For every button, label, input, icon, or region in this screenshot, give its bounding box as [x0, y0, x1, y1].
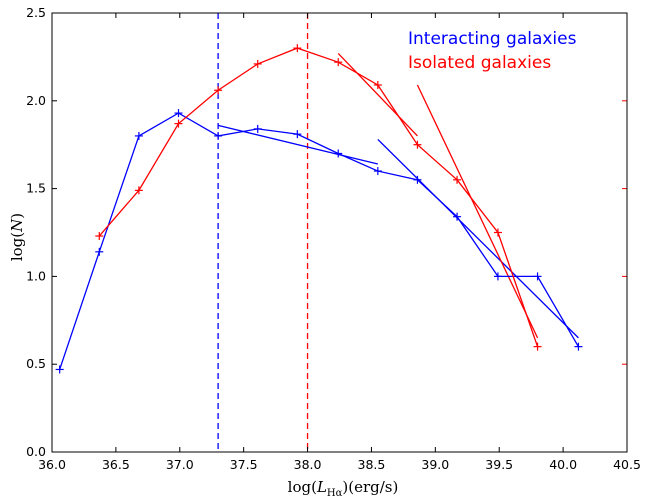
data-point — [174, 109, 183, 118]
x-tick-label: 37.0 — [166, 457, 194, 472]
plot-frame — [51, 12, 628, 453]
axis-ticks — [51, 12, 628, 453]
y-tick-label: 0.5 — [26, 356, 46, 371]
series-line — [98, 47, 539, 347]
data-point — [174, 119, 183, 128]
data-point — [134, 131, 143, 140]
fit-line — [337, 52, 418, 137]
legend-interacting: Interacting galaxies — [408, 29, 577, 49]
y-tick-label: 1.0 — [26, 268, 46, 283]
series-0 — [55, 109, 583, 374]
data-point — [574, 342, 583, 351]
data-point — [253, 59, 262, 68]
x-tick-label: 36.0 — [38, 457, 66, 472]
data-point — [533, 272, 542, 281]
y-axis-label: log(N) — [8, 213, 26, 261]
y-tick-label: 1.5 — [26, 181, 46, 196]
data-point — [334, 149, 343, 158]
data-point — [214, 131, 223, 140]
data-point — [55, 365, 64, 374]
x-tick-label: 40.0 — [549, 457, 577, 472]
reference-lines — [217, 13, 309, 452]
y-tick-label: 2.0 — [26, 93, 46, 108]
x-tick-label: 37.5 — [230, 457, 258, 472]
x-tick-label: 39.5 — [485, 457, 513, 472]
data-point — [134, 186, 143, 195]
data-point — [253, 124, 262, 133]
data-point — [293, 44, 302, 53]
x-tick-label: 39.0 — [421, 457, 449, 472]
x-tick-label: 38.5 — [358, 457, 386, 472]
tick-labels: 36.0 36.5 37.0 37.5 38.0 38.5 39.0 39.5 40.0 40.5… — [26, 5, 641, 472]
data-point — [413, 175, 422, 184]
data-point — [453, 212, 462, 221]
data-point — [413, 140, 422, 149]
data-point — [493, 228, 502, 237]
data-point — [453, 175, 462, 184]
x-tick-label: 36.5 — [102, 457, 130, 472]
data-point — [533, 342, 542, 351]
data-series — [55, 44, 583, 374]
data-point — [214, 86, 223, 95]
y-tick-label: 0.0 — [26, 444, 46, 459]
fit-line — [416, 84, 539, 339]
y-tick-label: 2.5 — [26, 5, 46, 20]
data-point — [334, 58, 343, 67]
x-tick-label: 38.0 — [294, 457, 322, 472]
fit-lines — [217, 52, 579, 339]
legend-isolated: Isolated galaxies — [408, 53, 551, 73]
data-point — [293, 130, 302, 139]
x-axis-label: log(LHα)(erg/s) — [288, 478, 399, 499]
data-point — [373, 80, 382, 89]
data-point — [373, 167, 382, 176]
data-point — [95, 247, 104, 256]
series-1 — [95, 44, 542, 351]
series-line — [59, 112, 580, 370]
fit-line — [377, 138, 579, 339]
x-tick-label: 40.5 — [613, 457, 641, 472]
data-point — [493, 272, 502, 281]
data-point — [95, 232, 104, 241]
